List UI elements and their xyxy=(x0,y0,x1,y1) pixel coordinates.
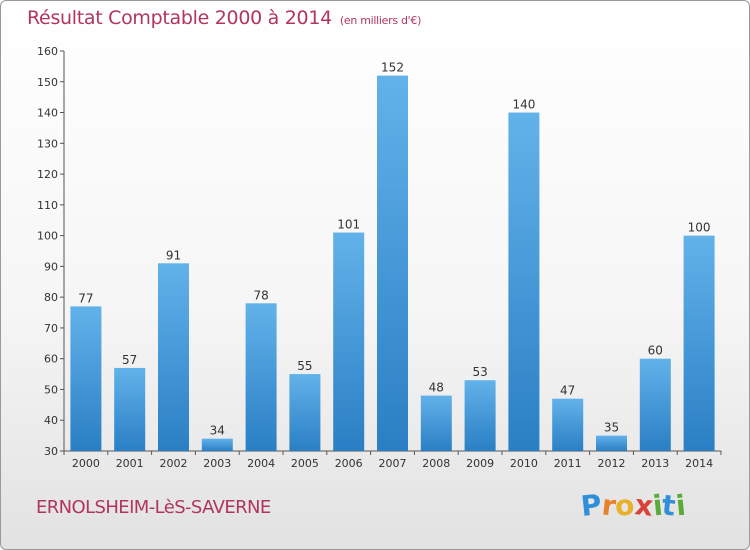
bar-2006 xyxy=(333,232,365,451)
x-tick-label: 2005 xyxy=(291,457,319,470)
x-tick-label: 2002 xyxy=(160,457,188,470)
data-label: 35 xyxy=(604,421,619,435)
y-tick-label: 140 xyxy=(37,107,58,120)
bar-2010 xyxy=(508,112,540,452)
x-tick-label: 2004 xyxy=(247,457,275,470)
bar-2008 xyxy=(420,395,452,451)
data-label: 78 xyxy=(253,288,268,302)
bar-2014 xyxy=(683,235,715,451)
data-label: 91 xyxy=(166,248,181,262)
data-label: 53 xyxy=(472,365,487,379)
x-tick-label: 2003 xyxy=(203,457,231,470)
logo-letter: i xyxy=(673,488,687,523)
bar-2000 xyxy=(70,306,102,451)
y-tick-label: 70 xyxy=(44,322,58,335)
x-tick-label: 2014 xyxy=(685,457,713,470)
x-tick-label: 2001 xyxy=(116,457,144,470)
bar-2009 xyxy=(464,380,496,451)
bar-2013 xyxy=(639,358,671,451)
y-tick-label: 130 xyxy=(37,137,58,150)
bar-2001 xyxy=(114,367,146,451)
data-label: 152 xyxy=(381,61,404,75)
bar-2011 xyxy=(552,398,584,451)
bar-2004 xyxy=(245,303,277,451)
data-label: 48 xyxy=(429,381,444,395)
y-tick-label: 30 xyxy=(44,445,58,458)
x-tick-label: 2013 xyxy=(641,457,669,470)
x-tick-label: 2008 xyxy=(422,457,450,470)
data-label: 55 xyxy=(297,359,312,373)
y-tick-label: 60 xyxy=(44,353,58,366)
bar-2005 xyxy=(289,374,321,451)
bar-2003 xyxy=(201,438,233,451)
y-tick-label: 100 xyxy=(37,230,58,243)
x-tick-label: 2012 xyxy=(598,457,626,470)
x-tick-label: 2007 xyxy=(379,457,407,470)
bar-2007 xyxy=(377,75,408,451)
chart-title: Résultat Comptable 2000 à 2014 (en millie… xyxy=(27,7,421,29)
data-label: 47 xyxy=(560,384,575,398)
y-tick-label: 160 xyxy=(37,45,58,58)
y-tick-label: 90 xyxy=(44,260,58,273)
proxiti-logo: Proxiti xyxy=(579,488,687,523)
x-tick-label: 2000 xyxy=(72,457,100,470)
data-label: 60 xyxy=(648,344,663,358)
y-tick-label: 80 xyxy=(44,291,58,304)
y-tick-label: 120 xyxy=(37,168,58,181)
bar-2012 xyxy=(596,435,627,451)
x-tick-label: 2009 xyxy=(466,457,494,470)
x-tick-label: 2011 xyxy=(554,457,582,470)
data-label: 101 xyxy=(337,218,360,232)
data-label: 100 xyxy=(688,221,711,235)
data-label: 57 xyxy=(122,353,137,367)
bar-2002 xyxy=(158,263,189,451)
commune-name: ERNOLSHEIM-LèS-SAVERNE xyxy=(36,497,271,518)
y-tick-label: 150 xyxy=(37,76,58,89)
y-tick-label: 50 xyxy=(44,383,58,396)
chart-subtitle: (en milliers d'€) xyxy=(339,14,422,27)
data-label: 140 xyxy=(512,98,535,112)
x-tick-label: 2010 xyxy=(510,457,538,470)
data-label: 77 xyxy=(78,291,93,305)
x-tick-label: 2006 xyxy=(335,457,363,470)
y-tick-label: 110 xyxy=(37,199,58,212)
y-tick-label: 40 xyxy=(44,414,58,427)
title-text: Résultat Comptable 2000 à 2014 xyxy=(27,7,332,29)
data-label: 34 xyxy=(210,424,225,438)
